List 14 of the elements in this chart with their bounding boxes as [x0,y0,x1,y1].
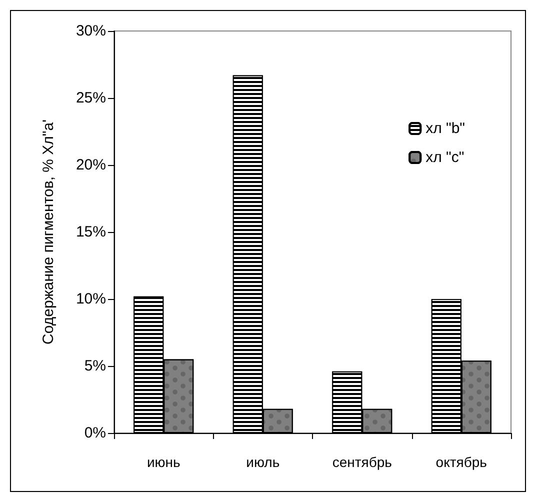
y-tick-label: 20% [76,156,106,174]
y-axis-title: Содержание пигментов, % Хл"а' [40,119,57,344]
legend-label: хл "c" [426,149,464,166]
x-tick-label: октябрь [436,454,487,470]
y-tick-label: 10% [76,290,106,308]
x-tick-label: июнь [146,454,180,470]
y-tick-label: 5% [84,358,106,374]
y-tick-label: 30% [76,22,106,40]
legend-label: хл "b" [426,120,466,137]
x-tick-label: июль [246,454,280,470]
x-tick-label: сентябрь [332,454,392,470]
y-tick-label: 25% [76,90,106,106]
y-tick-label: 0% [84,424,106,442]
y-tick-label: 15% [76,224,106,240]
